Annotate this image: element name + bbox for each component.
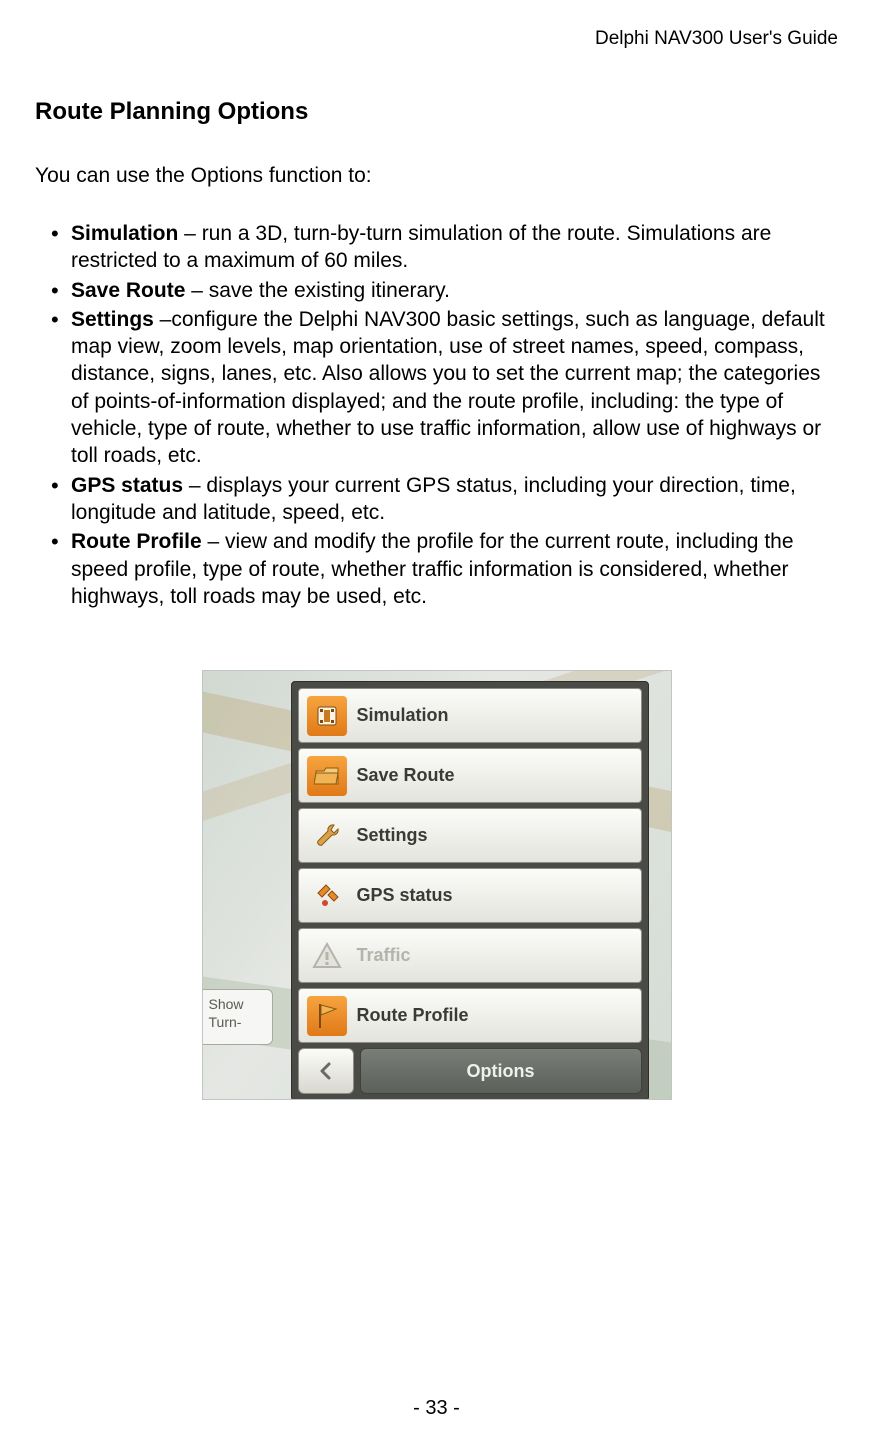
bullet-list: Simulation – run a 3D, turn-by-turn simu…: [35, 220, 838, 610]
menu-item-gps-status[interactable]: GPS status: [298, 868, 642, 923]
menu-item-route-profile[interactable]: Route Profile: [298, 988, 642, 1043]
show-turn-tab[interactable]: Show Turn-: [203, 989, 273, 1045]
menu-item-simulation[interactable]: Simulation: [298, 688, 642, 743]
flag-icon: [307, 996, 347, 1036]
options-bar: Options: [298, 1048, 642, 1094]
options-menu-panel: Simulation Save Route Settings GPS statu…: [291, 681, 649, 1100]
bullet-text: –configure the Delphi NAV300 basic setti…: [71, 308, 825, 467]
menu-item-save-route[interactable]: Save Route: [298, 748, 642, 803]
device-screenshot: Show Turn- Simulation Save Route S: [202, 670, 672, 1100]
bullet-term: Settings: [71, 308, 154, 331]
back-arrow-icon: [316, 1061, 336, 1081]
page-number: - 33 -: [0, 1397, 873, 1420]
back-button[interactable]: [298, 1048, 354, 1094]
wrench-icon: [307, 816, 347, 856]
side-tab-line: Turn-: [209, 1014, 266, 1032]
header-guide-title: Delphi NAV300 User's Guide: [35, 28, 838, 50]
bullet-term: GPS status: [71, 474, 183, 497]
options-button[interactable]: Options: [360, 1048, 642, 1094]
list-item: Save Route – save the existing itinerary…: [53, 277, 838, 304]
list-item: Route Profile – view and modify the prof…: [53, 528, 838, 610]
bullet-term: Simulation: [71, 222, 178, 245]
film-icon: [307, 696, 347, 736]
list-item: Settings –configure the Delphi NAV300 ba…: [53, 306, 838, 470]
list-item: GPS status – displays your current GPS s…: [53, 472, 838, 527]
warning-icon: [307, 936, 347, 976]
device-screenshot-wrap: Show Turn- Simulation Save Route S: [35, 670, 838, 1100]
menu-label: Save Route: [357, 765, 455, 786]
menu-label: Simulation: [357, 705, 449, 726]
list-item: Simulation – run a 3D, turn-by-turn simu…: [53, 220, 838, 275]
menu-item-settings[interactable]: Settings: [298, 808, 642, 863]
side-tab-line: Show: [209, 996, 266, 1014]
bullet-text: – save the existing itinerary.: [185, 279, 450, 302]
options-button-label: Options: [467, 1061, 535, 1082]
menu-label: Settings: [357, 825, 428, 846]
folder-icon: [307, 756, 347, 796]
menu-label: Traffic: [357, 945, 411, 966]
satellite-icon: [307, 876, 347, 916]
menu-item-traffic: Traffic: [298, 928, 642, 983]
menu-label: Route Profile: [357, 1005, 469, 1026]
bullet-term: Route Profile: [71, 530, 202, 553]
section-title: Route Planning Options: [35, 98, 838, 126]
intro-text: You can use the Options function to:: [35, 164, 838, 188]
menu-label: GPS status: [357, 885, 453, 906]
bullet-term: Save Route: [71, 279, 185, 302]
